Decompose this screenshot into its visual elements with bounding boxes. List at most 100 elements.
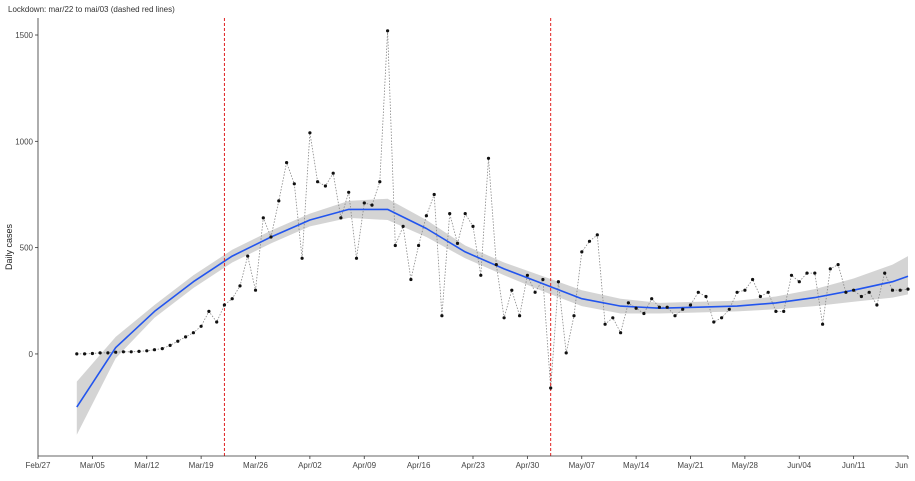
data-point [541, 277, 545, 282]
data-point [440, 314, 444, 318]
data-point [152, 348, 157, 352]
data-point [844, 290, 848, 294]
data-point [176, 339, 180, 343]
data-point [98, 351, 102, 355]
data-point [285, 161, 289, 165]
data-point [486, 156, 491, 160]
data-point [642, 311, 646, 316]
data-point [393, 243, 397, 248]
data-point [758, 294, 763, 299]
data-point [246, 254, 250, 258]
x-tick-label: Apr/02 [298, 461, 322, 470]
data-point [611, 316, 615, 320]
data-point [339, 216, 343, 220]
data-point [354, 256, 359, 260]
smooth-line [76, 208, 909, 408]
data-point [222, 303, 226, 307]
data-point [852, 288, 856, 292]
x-tick-label: Jun/04 [787, 461, 812, 470]
data-point [121, 350, 125, 354]
data-point [323, 184, 327, 188]
data-point [347, 190, 351, 194]
data-point [859, 294, 864, 299]
data-point [463, 212, 467, 216]
data-point [580, 250, 584, 254]
data-point [650, 297, 654, 301]
confidence-band-area [76, 198, 909, 435]
data-point [603, 322, 607, 326]
confidence-band [76, 198, 909, 435]
x-tick-label: May/14 [623, 461, 650, 470]
lockdown-lines [223, 18, 552, 456]
data-point [619, 331, 623, 335]
x-tick-label: Apr/23 [461, 461, 485, 470]
data-point [898, 288, 902, 292]
data-point [797, 280, 801, 284]
data-point [129, 350, 133, 354]
data-point [199, 324, 203, 328]
data-point [114, 350, 118, 354]
data-point [805, 271, 809, 275]
x-tick-label: Jun/11 [842, 461, 866, 470]
data-point [720, 316, 724, 320]
data-point [867, 290, 871, 294]
data-point [743, 288, 747, 292]
data-point [292, 182, 296, 186]
data-point [518, 314, 522, 318]
data-point [665, 305, 669, 309]
x-tick-label: Apr/09 [352, 461, 376, 470]
data-point [681, 307, 685, 311]
data-point [448, 212, 452, 216]
data-point [277, 199, 281, 203]
data-point [789, 273, 794, 277]
connector-line [76, 30, 909, 389]
data-point [386, 29, 390, 33]
data-point [533, 290, 537, 294]
data-point [549, 386, 553, 390]
x-tick-label: Jun [895, 461, 908, 470]
data-point [230, 297, 234, 301]
data-point [300, 256, 304, 260]
data-point [494, 263, 498, 267]
chart-title: Lockdown: mar/22 to mai/03 (dashed red l… [8, 5, 175, 14]
data-point [556, 280, 561, 284]
data-point [813, 271, 817, 275]
data-point [378, 180, 382, 184]
data-point [883, 271, 887, 275]
data-point [688, 303, 693, 307]
y-tick-label: 1500 [15, 31, 33, 40]
data-point [471, 224, 475, 228]
data-point [417, 243, 421, 248]
data-point [890, 288, 895, 292]
y-axis-label: Daily cases [4, 223, 14, 270]
data-point [525, 273, 530, 277]
data-point [90, 351, 94, 356]
y-tick-label: 1000 [15, 137, 33, 146]
data-point [75, 352, 79, 356]
x-tick-label: May/07 [569, 461, 596, 470]
data-point [184, 335, 188, 339]
data-point [253, 288, 258, 292]
x-tick-label: May/28 [732, 461, 759, 470]
data-point [828, 267, 832, 271]
data-point [370, 203, 374, 207]
data-point [409, 277, 413, 282]
data-point [432, 192, 436, 197]
data-point [712, 320, 716, 324]
data-point [564, 351, 568, 355]
data-point [106, 351, 110, 355]
data-point [160, 347, 164, 351]
data-point [145, 349, 149, 353]
data-point [673, 314, 677, 318]
data-point [572, 314, 576, 318]
x-tick-label: Mar/05 [80, 461, 105, 470]
data-point [906, 287, 910, 291]
data-points [75, 29, 910, 390]
data-point [727, 307, 731, 311]
smooth-curve [76, 208, 909, 408]
connector-lines [76, 30, 909, 389]
data-point [821, 322, 825, 326]
data-point [510, 288, 514, 292]
data-point [774, 309, 778, 313]
data-point [308, 131, 312, 135]
